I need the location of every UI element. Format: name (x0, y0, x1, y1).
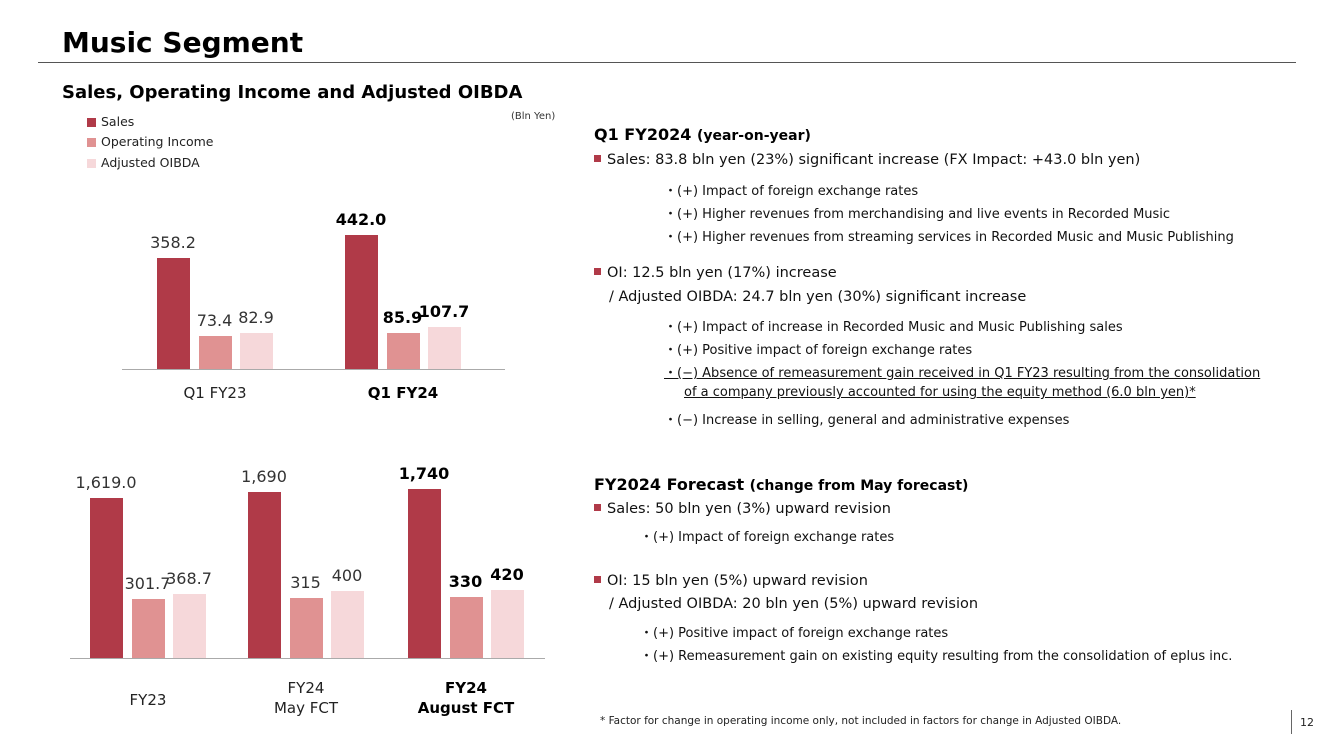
fc-oi-line: OI: 15 bln yen (5%) upward revision (594, 573, 868, 589)
factor: ・(+) Higher revenues from merchandising … (664, 207, 1171, 222)
bar-sales (157, 257, 190, 369)
data-label: 1,690 (241, 467, 287, 487)
data-label: 420 (490, 564, 524, 584)
bar-sales (248, 492, 281, 658)
chart-title: Sales, Operating Income and Adjusted OIB… (62, 82, 523, 103)
legend-swatch-oi (87, 138, 96, 147)
factor: ・(−) Increase in selling, general and ad… (664, 413, 1070, 428)
bar-sales (90, 497, 123, 658)
q1-heading-text: Q1 FY2024 (594, 125, 692, 144)
category-label-line: May FCT (273, 699, 339, 717)
forecast-heading-suffix: (change from May forecast) (749, 478, 969, 494)
legend-label-sales: Sales (101, 114, 135, 129)
data-label: 107.7 (418, 301, 470, 321)
bar-sales (408, 488, 441, 658)
factor: ・(−) Absence of remeasurement gain recei… (664, 366, 1261, 381)
factor: ・(+) Positive impact of foreign exchange… (664, 343, 973, 358)
legend-label-oibda: Adjusted OIBDA (101, 155, 200, 170)
data-label: 400 (331, 566, 363, 586)
q1-oibda-line: / Adjusted OIBDA: 24.7 bln yen (30%) sig… (609, 289, 1027, 305)
bullet-icon (594, 155, 601, 162)
data-label: 315 (290, 572, 321, 592)
category-label: Q1 FY23 (184, 383, 247, 403)
data-label: 82.9 (238, 308, 274, 328)
q1-sales-text: Sales: 83.8 bln yen (23%) significant in… (607, 152, 1141, 168)
unit-label: (Bln Yen) (511, 111, 556, 122)
data-label: 442.0 (335, 209, 387, 229)
category-label: FY24 May FCT (274, 678, 338, 718)
category-label-line: Q1 FY23 (183, 384, 247, 402)
q1-sales-line: Sales: 83.8 bln yen (23%) significant in… (594, 152, 1140, 168)
category-label-line: Q1 FY24 (367, 384, 439, 402)
data-label: 368.7 (166, 568, 212, 588)
bar-operating-income (289, 597, 323, 658)
factor: ・(+) Impact of foreign exchange rates (640, 530, 895, 545)
data-label: 1,619.0 (75, 472, 137, 492)
factor: ・(+) Impact of increase in Recorded Musi… (664, 320, 1123, 335)
title-divider (38, 62, 1296, 63)
q1-heading: Q1 FY2024 (year-on-year) (594, 125, 811, 144)
bullet-icon (594, 576, 601, 583)
bar-operating-income (198, 335, 232, 369)
bullet-icon (594, 268, 601, 275)
forecast-heading: FY2024 Forecast (change from May forecas… (594, 475, 968, 494)
bar-operating-income (131, 598, 165, 658)
fc-sales-line: Sales: 50 bln yen (3%) upward revision (594, 501, 891, 517)
page-number: 12 (1300, 716, 1314, 729)
category-label: FY23 (130, 690, 167, 710)
page-title: Music Segment (62, 26, 304, 59)
q1-oi-text: OI: 12.5 bln yen (17%) increase (607, 265, 837, 281)
footnote: * Factor for change in operating income … (600, 715, 1122, 727)
data-label: 358.2 (150, 232, 196, 252)
bar-operating-income (449, 596, 483, 658)
bar-adjusted-oibda (491, 589, 524, 658)
x-axis (122, 369, 505, 370)
factor: ・(+) Higher revenues from streaming serv… (664, 230, 1234, 245)
data-label: 330 (448, 571, 483, 591)
data-label: 1,740 (398, 463, 450, 483)
page-number-divider (1291, 710, 1292, 734)
data-label: 85.9 (382, 307, 423, 327)
data-label: 301.7 (124, 573, 171, 593)
bar-sales (345, 234, 378, 369)
legend-label-oi: Operating Income (101, 134, 214, 149)
bar-adjusted-oibda (240, 333, 273, 369)
fc-oibda-line: / Adjusted OIBDA: 20 bln yen (5%) upward… (609, 596, 979, 612)
bar-operating-income (386, 332, 420, 369)
category-label-line: FY23 (129, 691, 167, 709)
fc-sales-text: Sales: 50 bln yen (3%) upward revision (607, 501, 891, 517)
legend-swatch-oibda (87, 159, 96, 168)
category-label-line: FY24 (445, 679, 487, 697)
q1-heading-suffix: (year-on-year) (696, 128, 811, 144)
bar-adjusted-oibda (331, 591, 364, 658)
legend-swatch-sales (87, 118, 96, 127)
factor: ・(+) Remeasurement gain on existing equi… (640, 649, 1233, 664)
factor: ・(+) Impact of foreign exchange rates (664, 184, 919, 199)
category-label-line: August FCT (417, 699, 515, 717)
data-label: 73.4 (196, 310, 233, 330)
x-axis (70, 658, 545, 659)
category-label: Q1 FY24 (368, 383, 438, 403)
forecast-heading-text: FY2024 Forecast (594, 475, 745, 494)
factor: of a company previously accounted for us… (684, 385, 1196, 400)
fc-oi-text: OI: 15 bln yen (5%) upward revision (607, 573, 868, 589)
q1-oi-line: OI: 12.5 bln yen (17%) increase (594, 265, 837, 281)
category-label-line: FY24 (287, 679, 325, 697)
bar-adjusted-oibda (428, 326, 461, 369)
bar-adjusted-oibda (173, 593, 206, 658)
category-label: FY24 August FCT (418, 678, 515, 718)
factor: ・(+) Positive impact of foreign exchange… (640, 626, 949, 641)
bullet-icon (594, 504, 601, 511)
